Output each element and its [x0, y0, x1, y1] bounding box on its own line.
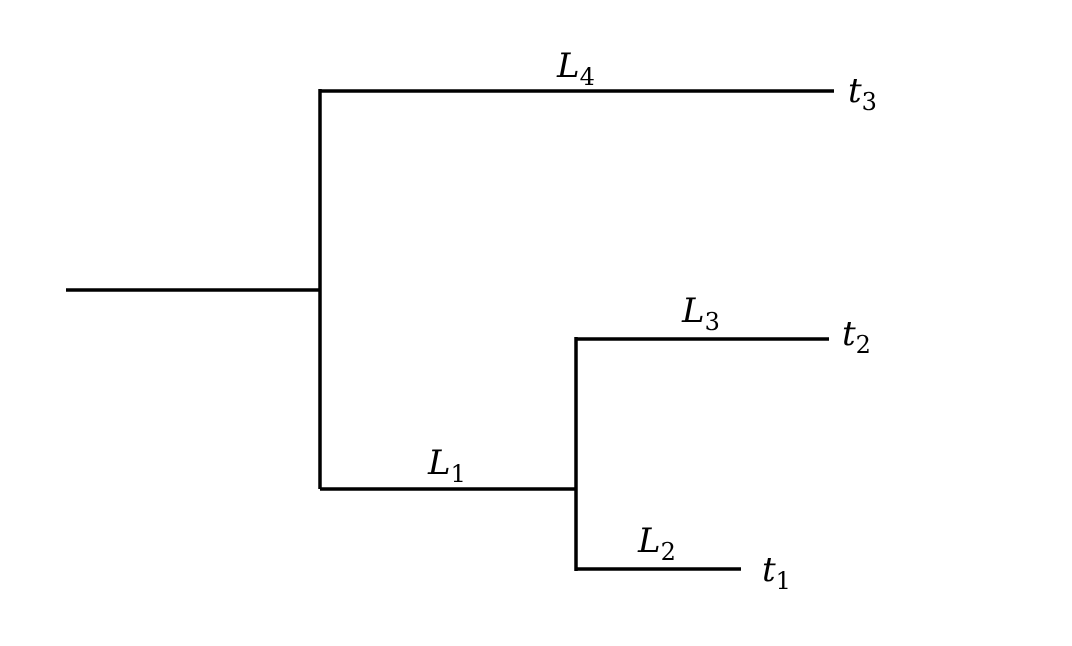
leaf-label-t3-subscript: 3 [862, 88, 877, 116]
leaf-label-t2-subscript: 2 [856, 331, 871, 359]
branch-label-l2-subscript: 2 [661, 538, 676, 566]
branch-label-l3-name: L [681, 291, 705, 331]
leaf-label-t1-name: t [762, 550, 776, 590]
branch-label-l3: L3 [681, 291, 720, 336]
branch-label-l2-name: L [637, 521, 661, 561]
branch-label-l4: L4 [556, 46, 595, 91]
branch-label-l4-subscript: 4 [580, 63, 595, 91]
leaf-label-t3: t3 [848, 71, 877, 116]
branch-label-l1-subscript: 1 [451, 460, 466, 488]
leaf-label-t2: t2 [842, 314, 871, 359]
branch-label-l3-subscript: 3 [705, 308, 720, 336]
branch-label-l4-name: L [556, 46, 580, 86]
branch-label-l1: L1 [427, 443, 466, 488]
leaf-label-t2-name: t [842, 314, 856, 354]
leaf-label-t1: t1 [762, 550, 791, 595]
leaf-label-t1-subscript: 1 [776, 567, 791, 595]
leaf-label-t3-name: t [848, 71, 862, 111]
branch-label-l1-name: L [427, 443, 451, 483]
branch-label-l2: L2 [637, 521, 676, 566]
